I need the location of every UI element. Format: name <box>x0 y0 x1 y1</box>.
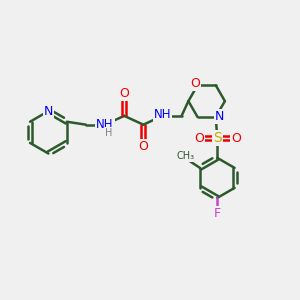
Text: CH₃: CH₃ <box>176 151 194 161</box>
Text: O: O <box>231 132 241 145</box>
Text: N: N <box>214 110 224 123</box>
Text: O: O <box>190 77 200 90</box>
Text: N: N <box>44 105 53 118</box>
Text: H: H <box>105 128 112 138</box>
Text: NH: NH <box>96 118 114 131</box>
Text: O: O <box>194 132 204 145</box>
Text: F: F <box>214 207 221 220</box>
Text: S: S <box>213 131 222 145</box>
Text: O: O <box>138 140 148 153</box>
Text: NH: NH <box>154 108 171 121</box>
Text: O: O <box>119 87 129 100</box>
